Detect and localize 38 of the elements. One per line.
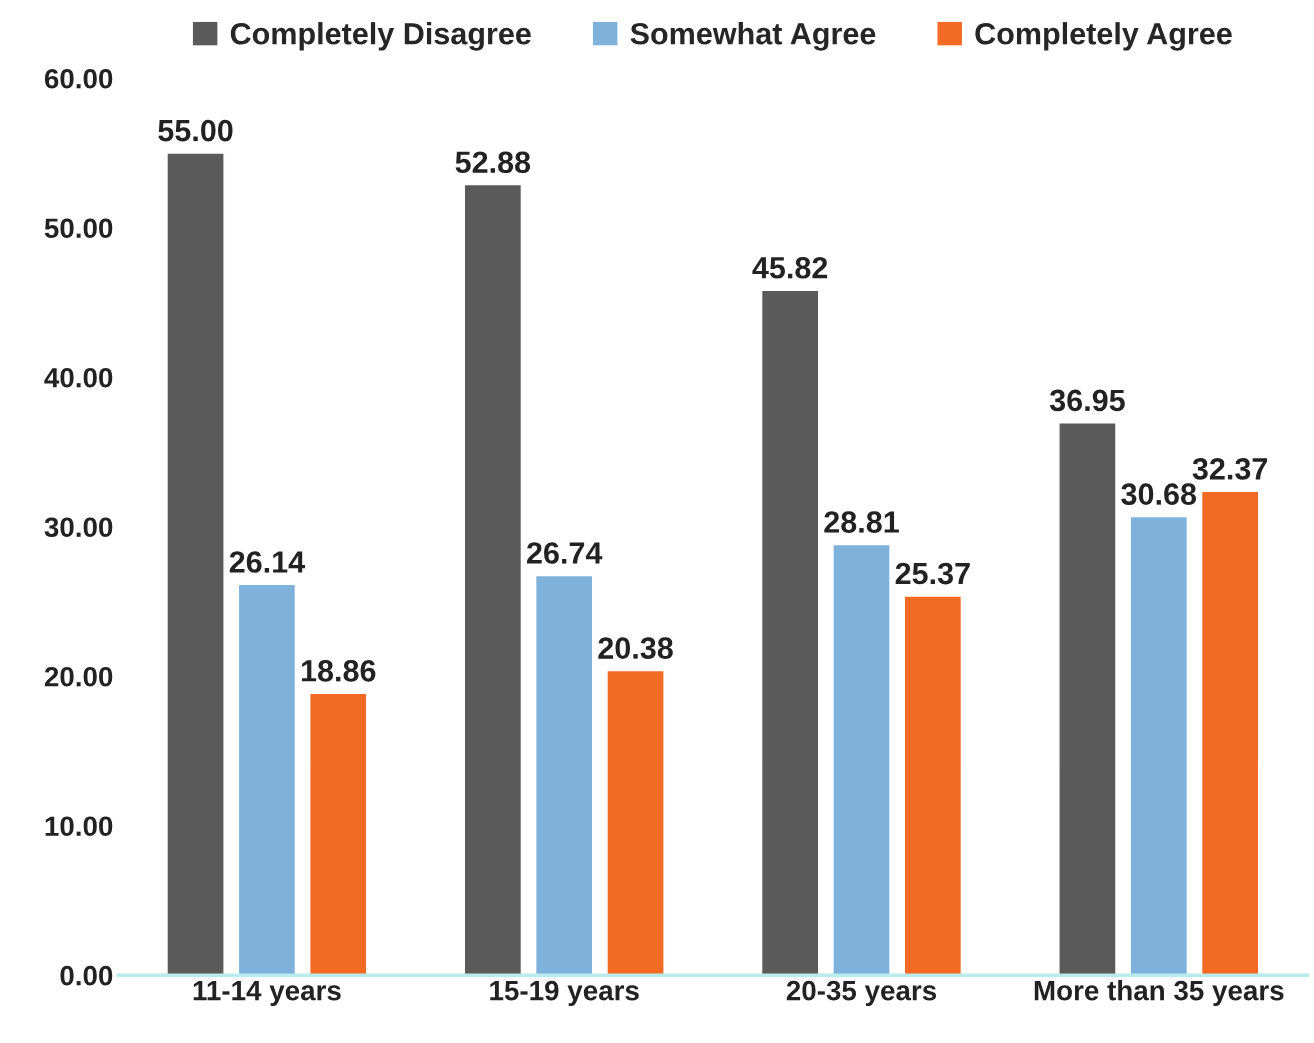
- bar: [606, 669, 665, 976]
- y-tick-label: 10.00: [45, 816, 113, 837]
- data-label: 30.68: [1121, 483, 1197, 505]
- data-label: 45.82: [752, 256, 828, 279]
- data-label: 28.81: [824, 511, 899, 533]
- bar: [903, 595, 963, 976]
- bar: [1200, 490, 1260, 976]
- x-tick-label: More than 35 years: [1034, 980, 1284, 1006]
- data-label: 52.88: [455, 151, 531, 174]
- bar: [1058, 422, 1117, 976]
- legend-label: Somewhat Agree: [630, 22, 876, 51]
- x-tick-label: 20-35 years: [786, 980, 937, 1006]
- y-tick-label: 20.00: [44, 666, 113, 687]
- legend-label: Completely Agree: [975, 22, 1232, 51]
- x-tick-label: 15-19 years: [490, 980, 639, 1006]
- bar: [309, 692, 368, 976]
- data-label: 20.38: [598, 637, 673, 659]
- bar: [166, 152, 225, 976]
- data-label: 26.14: [229, 551, 305, 573]
- y-tick-label: 30.00: [44, 517, 113, 538]
- y-tick-label: 40.00: [44, 367, 113, 388]
- bar: [1129, 515, 1189, 976]
- bar: [760, 289, 820, 976]
- x-tick-label: 11-14 years: [193, 981, 341, 1006]
- y-tick-label: 0.00: [60, 965, 113, 986]
- data-label: 18.86: [301, 660, 376, 682]
- data-label: 36.95: [1049, 389, 1125, 412]
- data-label: 55.00: [158, 119, 233, 142]
- data-label: 25.37: [895, 562, 970, 585]
- bar: [463, 183, 523, 976]
- bar: [237, 583, 297, 976]
- legend-label: Completely Disagree: [230, 22, 531, 51]
- bar: [534, 574, 594, 976]
- data-label: 26.74: [527, 542, 603, 564]
- y-tick-label: 60.00: [44, 68, 113, 89]
- bar: [832, 543, 891, 976]
- y-tick-label: 50.00: [44, 218, 113, 239]
- data-label: 32.37: [1192, 458, 1268, 480]
